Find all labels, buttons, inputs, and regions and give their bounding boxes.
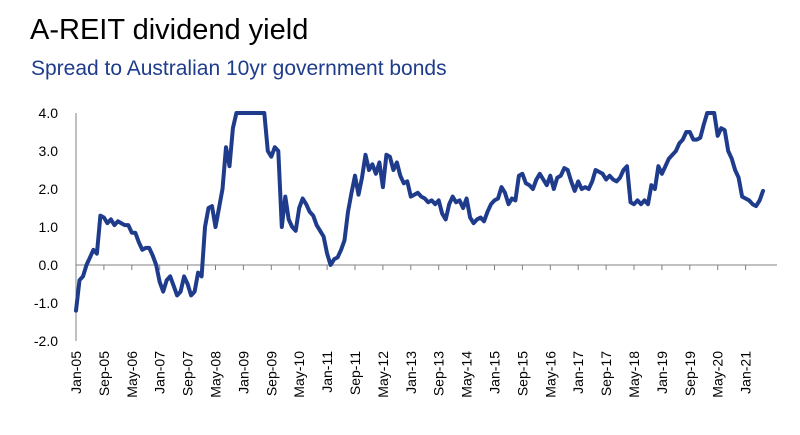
x-tick-label: Sep-09 — [263, 351, 279, 396]
y-axis-tick-labels: 4.0 3.0 2.0 1.0 0.0 -1.0 -2.0 — [34, 105, 58, 349]
x-tick-label: May-10 — [291, 351, 307, 398]
chart-subtitle: Spread to Australian 10yr government bon… — [31, 57, 447, 80]
x-tick-label: May-18 — [626, 351, 642, 398]
x-tick-label: Sep-11 — [347, 351, 363, 395]
y-tick-label: 2.0 — [39, 181, 59, 197]
x-tick-label: May-12 — [375, 351, 391, 398]
x-tick-label: Jan-13 — [403, 351, 419, 394]
y-tick-label: 3.0 — [39, 143, 59, 159]
x-tick-label: Jan-15 — [487, 351, 503, 394]
y-tick-label: 0.0 — [39, 257, 59, 273]
x-axis-tick-labels: Jan-05 Sep-05 May-06 Jan-07 Sep-07 May-08 Jan-… — [68, 351, 754, 398]
y-tick-label: 1.0 — [39, 219, 59, 235]
x-tick-label: Sep-19 — [682, 351, 698, 396]
chart-title: A-REIT dividend yield — [30, 14, 309, 46]
axes — [75, 113, 777, 341]
series-layer — [74, 111, 765, 313]
x-tick-label: Jan-07 — [152, 351, 168, 394]
x-tick-label: Jan-21 — [738, 351, 754, 394]
x-tick-label: Jan-05 — [68, 351, 84, 394]
y-tick-label: 4.0 — [39, 105, 59, 121]
y-tick-label: -2.0 — [34, 333, 58, 349]
y-tick-label: -1.0 — [34, 295, 58, 311]
x-axis-tick-marks — [75, 265, 747, 270]
x-tick-label: May-08 — [208, 351, 224, 398]
x-tick-label: Sep-17 — [598, 351, 614, 396]
x-tick-label: Sep-13 — [431, 351, 447, 396]
x-tick-label: May-06 — [124, 351, 140, 398]
x-tick-label: Jan-09 — [235, 351, 251, 394]
x-tick-label: Jan-17 — [570, 351, 586, 394]
x-tick-label: Jan-19 — [654, 351, 670, 394]
x-tick-label: Sep-05 — [96, 351, 112, 396]
x-tick-label: Jan-11 — [319, 351, 335, 393]
x-tick-label: May-14 — [459, 351, 475, 398]
x-tick-label: May-20 — [710, 351, 726, 398]
x-tick-label: Sep-07 — [180, 351, 196, 396]
x-tick-label: Sep-15 — [514, 351, 530, 396]
series-line — [74, 111, 765, 313]
x-tick-label: May-16 — [542, 351, 558, 398]
